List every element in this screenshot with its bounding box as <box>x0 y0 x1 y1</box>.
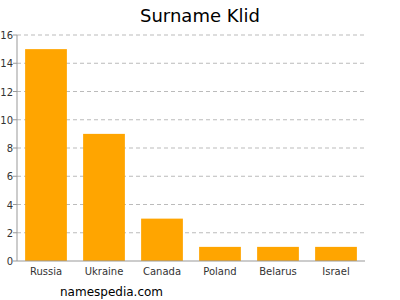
tick-mark <box>13 63 17 64</box>
bar <box>25 49 67 261</box>
tick-mark <box>13 204 17 205</box>
grid-line <box>17 204 365 205</box>
tick-label: 4 <box>7 200 13 211</box>
bar <box>199 247 241 261</box>
grid-line <box>17 176 365 177</box>
grid-line <box>17 232 365 233</box>
grid-line <box>17 148 365 149</box>
tick-mark <box>13 176 17 177</box>
category-label: Canada <box>143 266 181 277</box>
category-label: Israel <box>322 266 349 277</box>
tick-mark <box>13 91 17 92</box>
tick-mark <box>13 148 17 149</box>
category-label: Ukraine <box>85 266 124 277</box>
grid-line <box>17 35 365 36</box>
grid-line <box>17 119 365 120</box>
chart: Surname Klid 0 2 4 6 8 10 12 14 16 Russia Ukraine Ca… <box>0 0 400 300</box>
tick-label: 12 <box>0 87 13 98</box>
tick-label: 8 <box>7 143 13 154</box>
tick-label: 10 <box>0 115 13 126</box>
category-label: Russia <box>30 266 62 277</box>
bar <box>257 247 299 261</box>
grid-line <box>17 91 365 92</box>
tick-mark <box>13 35 17 36</box>
x-axis <box>17 261 365 262</box>
tick-mark <box>13 232 17 233</box>
category-label: Belarus <box>259 266 297 277</box>
title: Surname Klid <box>140 5 260 26</box>
bar <box>83 134 125 261</box>
tick-label: 16 <box>0 30 13 41</box>
annotation: namespedia.com <box>60 285 163 299</box>
grid-line <box>17 63 365 64</box>
tick-label: 6 <box>7 171 13 182</box>
tick-label: 14 <box>0 58 13 69</box>
bars <box>25 49 357 261</box>
tick-label: 0 <box>7 256 13 267</box>
tick-mark <box>13 119 17 120</box>
tick-mark <box>13 261 17 262</box>
category-label: Poland <box>203 266 236 277</box>
bar <box>315 247 357 261</box>
tick-label: 2 <box>7 228 13 239</box>
y-axis <box>17 35 18 261</box>
bar <box>141 219 183 261</box>
